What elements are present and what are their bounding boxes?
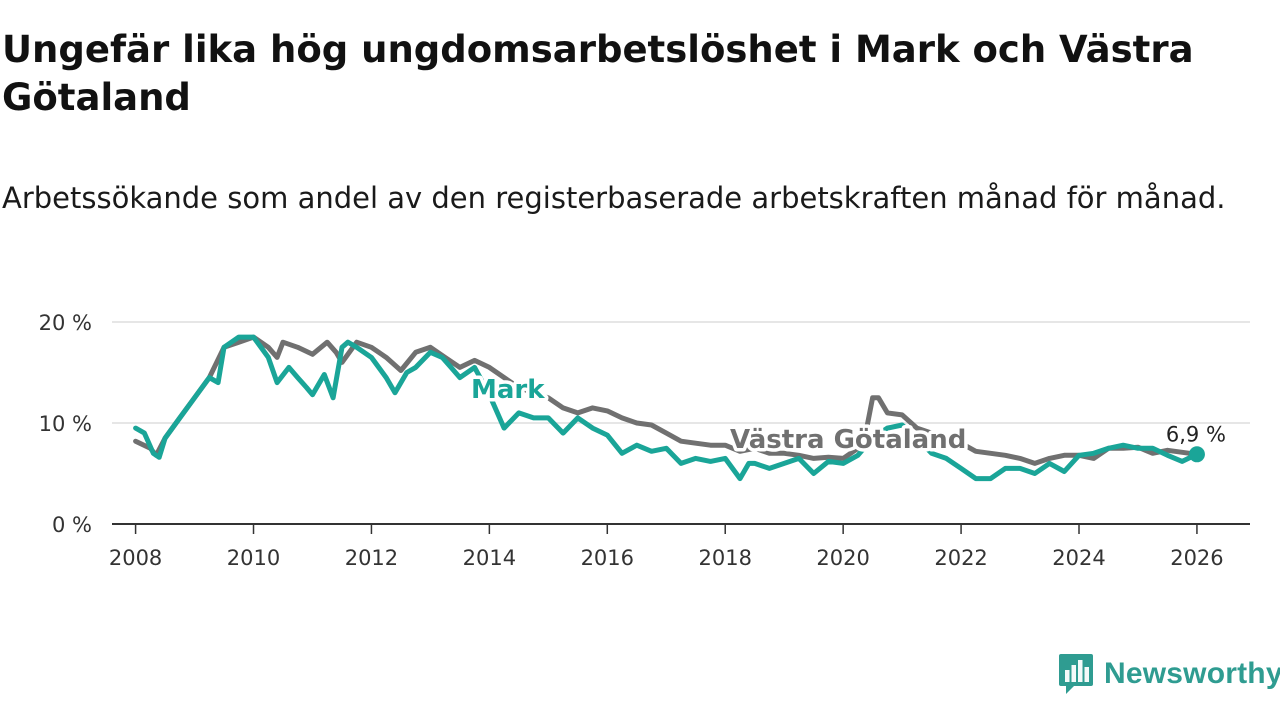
newsworthy-logo-icon <box>1059 654 1093 694</box>
series-label-vastra-gotaland-halo: Västra Götaland <box>730 425 966 455</box>
x-tick-label: 2022 <box>934 546 987 570</box>
x-tick-label: 2012 <box>345 546 398 570</box>
series-label-mark-halo: Mark <box>471 375 545 405</box>
x-tick-label: 2014 <box>463 546 516 570</box>
end-value-label: 6,9 % <box>1166 422 1226 446</box>
axis-layer: 0 % 10 % 20 % 2008 2010 2012 2014 2016 2018 2020 2… <box>39 311 1250 570</box>
x-tick-label: 2020 <box>816 546 869 570</box>
y-tick-label: 10 % <box>39 412 92 436</box>
y-tick-label: 0 % <box>52 513 92 537</box>
x-tick-label: 2016 <box>581 546 634 570</box>
series-line-mark <box>133 334 1200 482</box>
series-line-v-stra-g-taland <box>133 334 1200 466</box>
series-label-mark: Mark <box>471 375 545 405</box>
series-layer <box>133 334 1205 482</box>
brand-name: Newsworthy <box>1104 657 1280 690</box>
x-tick-label: 2024 <box>1052 546 1105 570</box>
chart-subtitle: Arbetssökande som andel av den registerb… <box>2 181 1226 215</box>
chart-title: Ungefär lika hög ungdomsarbetslöshet i M… <box>2 28 1194 119</box>
x-tick-label: 2008 <box>109 546 162 570</box>
x-tick-label: 2018 <box>698 546 751 570</box>
mark-end-point <box>1188 446 1205 463</box>
grid-layer <box>112 321 1250 424</box>
y-tick-label: 20 % <box>39 311 92 335</box>
series-label-vastra-gotaland: Västra Götaland <box>730 425 966 455</box>
newsworthy-brand[interactable]: Newsworthy <box>1058 652 1280 696</box>
x-tick-label: 2010 <box>227 546 280 570</box>
x-tick-label: 2026 <box>1170 546 1223 570</box>
